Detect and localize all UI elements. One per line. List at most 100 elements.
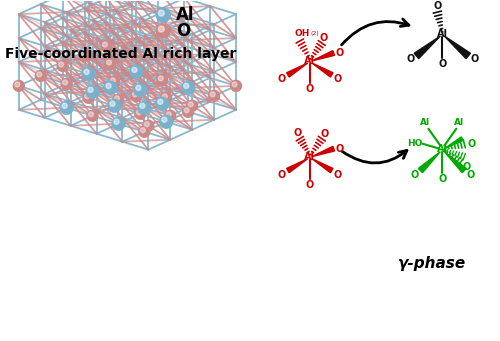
Circle shape <box>158 76 164 81</box>
Text: O: O <box>467 139 475 149</box>
Circle shape <box>108 99 121 112</box>
Text: O: O <box>278 74 286 84</box>
Text: (2): (2) <box>311 31 320 35</box>
Circle shape <box>162 117 167 122</box>
Circle shape <box>166 112 171 117</box>
Circle shape <box>136 110 141 115</box>
Circle shape <box>80 52 86 57</box>
Circle shape <box>109 76 120 87</box>
Polygon shape <box>312 63 333 77</box>
Polygon shape <box>414 36 440 59</box>
Circle shape <box>102 42 108 47</box>
Circle shape <box>160 115 173 128</box>
Text: O: O <box>462 162 470 172</box>
Circle shape <box>86 85 99 98</box>
Circle shape <box>61 78 72 89</box>
Circle shape <box>36 72 42 77</box>
Circle shape <box>113 94 124 105</box>
Circle shape <box>88 112 94 117</box>
Circle shape <box>182 106 194 117</box>
Circle shape <box>144 122 150 127</box>
Text: O: O <box>410 169 418 180</box>
Circle shape <box>156 8 170 22</box>
Circle shape <box>58 62 64 67</box>
Text: O: O <box>406 54 414 64</box>
Circle shape <box>112 117 125 130</box>
Circle shape <box>158 10 164 16</box>
Circle shape <box>114 119 119 124</box>
Text: HO: HO <box>407 139 422 148</box>
Circle shape <box>134 83 147 96</box>
Circle shape <box>62 80 68 85</box>
Polygon shape <box>286 159 308 173</box>
Circle shape <box>161 92 172 103</box>
Text: O: O <box>278 169 286 180</box>
Text: O: O <box>176 22 190 40</box>
Text: O: O <box>438 174 446 183</box>
Circle shape <box>136 85 141 90</box>
Circle shape <box>130 65 143 78</box>
Circle shape <box>135 108 146 119</box>
Circle shape <box>87 110 98 121</box>
Text: Al: Al <box>304 152 316 162</box>
Circle shape <box>105 58 116 70</box>
Text: O: O <box>334 74 342 84</box>
Circle shape <box>132 92 138 97</box>
Text: O: O <box>306 179 314 190</box>
Text: OH: OH <box>294 29 310 38</box>
Text: γ-phase: γ-phase <box>398 256 466 271</box>
Text: Al: Al <box>176 6 195 24</box>
Circle shape <box>104 81 117 94</box>
Circle shape <box>84 94 89 99</box>
Circle shape <box>35 70 46 81</box>
Text: O: O <box>466 169 474 180</box>
Polygon shape <box>444 36 470 59</box>
Circle shape <box>158 26 164 32</box>
Circle shape <box>156 97 169 110</box>
Text: O: O <box>294 128 302 138</box>
Text: O: O <box>320 33 328 43</box>
Circle shape <box>106 60 112 65</box>
Circle shape <box>208 90 220 101</box>
Circle shape <box>210 92 215 97</box>
Circle shape <box>138 101 151 114</box>
Circle shape <box>106 83 111 88</box>
Circle shape <box>101 41 112 51</box>
Text: Al: Al <box>454 118 464 127</box>
Circle shape <box>62 103 67 108</box>
Circle shape <box>82 68 95 80</box>
Circle shape <box>143 120 154 131</box>
Polygon shape <box>312 159 333 173</box>
Circle shape <box>15 82 20 87</box>
Circle shape <box>132 67 137 73</box>
Circle shape <box>110 101 115 106</box>
Circle shape <box>110 78 116 83</box>
Text: Five-coordinated Al rich layer: Five-coordinated Al rich layer <box>5 47 236 61</box>
Text: O: O <box>336 48 344 58</box>
Circle shape <box>186 100 198 111</box>
Circle shape <box>79 50 90 61</box>
Text: Al: Al <box>437 144 448 154</box>
Circle shape <box>188 102 193 107</box>
Circle shape <box>157 74 168 85</box>
Text: Al: Al <box>437 29 448 39</box>
Text: O: O <box>433 1 442 11</box>
Polygon shape <box>312 146 334 157</box>
Circle shape <box>165 110 176 121</box>
Circle shape <box>14 80 24 91</box>
Circle shape <box>57 60 68 71</box>
Circle shape <box>60 101 73 114</box>
Circle shape <box>232 82 237 87</box>
Circle shape <box>84 69 89 74</box>
Circle shape <box>182 81 194 94</box>
Circle shape <box>140 128 145 133</box>
Circle shape <box>140 103 145 108</box>
Circle shape <box>184 108 189 113</box>
Circle shape <box>83 92 94 103</box>
Polygon shape <box>312 50 334 61</box>
Polygon shape <box>418 152 440 173</box>
Polygon shape <box>286 63 308 77</box>
Polygon shape <box>444 152 466 173</box>
Text: O: O <box>306 84 314 94</box>
Polygon shape <box>444 137 463 149</box>
